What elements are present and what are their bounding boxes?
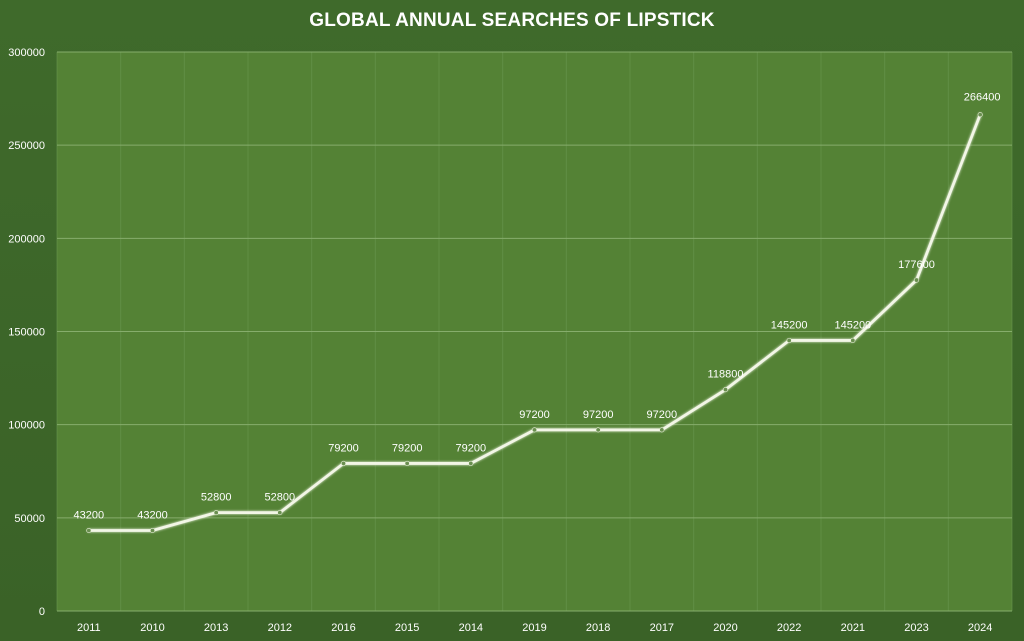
data-point: [404, 460, 410, 466]
data-label: 177600: [898, 259, 935, 271]
x-tick-label: 2024: [968, 622, 992, 634]
x-tick-label: 2013: [204, 622, 228, 634]
data-label: 97200: [583, 409, 614, 421]
data-point: [722, 387, 728, 393]
data-point: [595, 427, 601, 433]
data-label: 79200: [392, 442, 423, 454]
data-point: [531, 427, 537, 433]
data-label: 52800: [201, 492, 232, 504]
x-tick-label: 2015: [395, 622, 419, 634]
data-point: [977, 112, 983, 118]
x-tick-label: 2022: [777, 622, 801, 634]
x-tick-label: 2010: [140, 622, 164, 634]
x-tick-label: 2014: [459, 622, 483, 634]
x-tick-label: 2017: [650, 622, 674, 634]
data-point: [86, 528, 92, 534]
y-tick-label: 0: [39, 606, 45, 618]
data-label: 79200: [456, 442, 487, 454]
x-tick-label: 2021: [841, 622, 865, 634]
chart-title: GLOBAL ANNUAL SEARCHES OF LIPSTICK: [309, 10, 715, 31]
data-label: 43200: [137, 510, 168, 522]
data-point: [150, 528, 156, 534]
x-tick-label: 2016: [331, 622, 355, 634]
x-tick-label: 2018: [586, 622, 610, 634]
x-tick-label: 2023: [904, 622, 928, 634]
data-label: 43200: [74, 510, 105, 522]
y-tick-label: 300000: [8, 47, 45, 59]
y-tick-label: 150000: [8, 327, 45, 339]
data-point: [786, 337, 792, 343]
y-tick-label: 250000: [8, 140, 45, 152]
data-label: 97200: [647, 409, 678, 421]
x-tick-label: 2012: [268, 622, 292, 634]
data-label: 97200: [519, 409, 550, 421]
data-point: [213, 510, 219, 516]
y-tick-label: 200000: [8, 233, 45, 245]
data-point: [277, 510, 283, 516]
x-tick-label: 2019: [522, 622, 546, 634]
data-label: 266400: [964, 92, 1001, 104]
data-point: [340, 460, 346, 466]
data-label: 52800: [265, 492, 296, 504]
data-point: [468, 460, 474, 466]
x-tick-label: 2020: [713, 622, 737, 634]
data-label: 118800: [708, 369, 744, 381]
data-label: 145200: [834, 319, 871, 331]
data-point: [913, 277, 919, 283]
data-point: [850, 337, 856, 343]
y-tick-label: 50000: [14, 513, 45, 525]
data-point: [659, 427, 665, 433]
data-label: 145200: [771, 319, 808, 331]
data-label: 79200: [328, 442, 359, 454]
x-tick-label: 2011: [77, 622, 101, 634]
y-tick-label: 100000: [8, 420, 45, 432]
